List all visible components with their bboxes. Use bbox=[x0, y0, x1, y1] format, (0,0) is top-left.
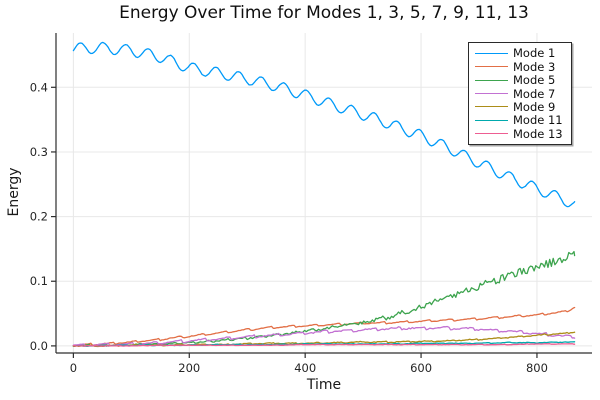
series-line-mode-3 bbox=[72, 306, 576, 347]
legend-line-sample bbox=[475, 66, 508, 68]
x-axis-label: Time bbox=[306, 377, 342, 393]
series-line-mode-5 bbox=[72, 250, 576, 347]
x-tick-label: 0 bbox=[70, 361, 77, 375]
legend-item-mode-7: Mode 7 bbox=[469, 86, 571, 101]
legend-item-mode-1: Mode 1 bbox=[469, 46, 571, 61]
chart-title: Energy Over Time for Modes 1, 3, 5, 7, 9… bbox=[119, 3, 529, 23]
legend-line-sample bbox=[475, 133, 508, 135]
legend-item-mode-9: Mode 9 bbox=[469, 99, 571, 114]
legend-label: Mode 11 bbox=[513, 113, 563, 128]
legend-label: Mode 9 bbox=[513, 99, 556, 114]
y-tick-label: 0.0 bbox=[30, 339, 48, 353]
y-tick-label: 0.2 bbox=[30, 210, 48, 224]
legend-label: Mode 5 bbox=[513, 73, 556, 88]
legend-label: Mode 3 bbox=[513, 59, 556, 74]
legend-label: Mode 13 bbox=[513, 126, 563, 141]
legend-item-mode-5: Mode 5 bbox=[469, 73, 571, 88]
legend-line-sample bbox=[475, 52, 508, 54]
x-tick-label: 800 bbox=[526, 361, 548, 375]
x-tick-label: 200 bbox=[178, 361, 200, 375]
legend-label: Mode 7 bbox=[513, 86, 556, 101]
series-line-mode-13 bbox=[72, 343, 576, 347]
y-axis-label: Energy bbox=[6, 167, 22, 217]
legend-line-sample bbox=[475, 119, 508, 121]
legend-item-mode-3: Mode 3 bbox=[469, 59, 571, 74]
series-line-mode-1 bbox=[72, 41, 576, 208]
series-line-mode-7 bbox=[72, 325, 576, 347]
y-tick-label: 0.3 bbox=[30, 145, 48, 159]
y-tick-label: 0.1 bbox=[30, 274, 48, 288]
x-tick-label: 600 bbox=[410, 361, 432, 375]
legend-line-sample bbox=[475, 79, 508, 81]
legend-label: Mode 1 bbox=[513, 46, 556, 61]
x-tick-label: 400 bbox=[294, 361, 316, 375]
legend-line-sample bbox=[475, 92, 508, 94]
legend-line-sample bbox=[475, 106, 508, 108]
legend-item-mode-11: Mode 11 bbox=[469, 113, 571, 128]
legend: Mode 1 Mode 3 Mode 5 Mode 7 Mode 9 Mode 11 Mod… bbox=[468, 42, 572, 145]
legend-item-mode-13: Mode 13 bbox=[469, 126, 571, 141]
y-tick-label: 0.4 bbox=[30, 80, 48, 94]
